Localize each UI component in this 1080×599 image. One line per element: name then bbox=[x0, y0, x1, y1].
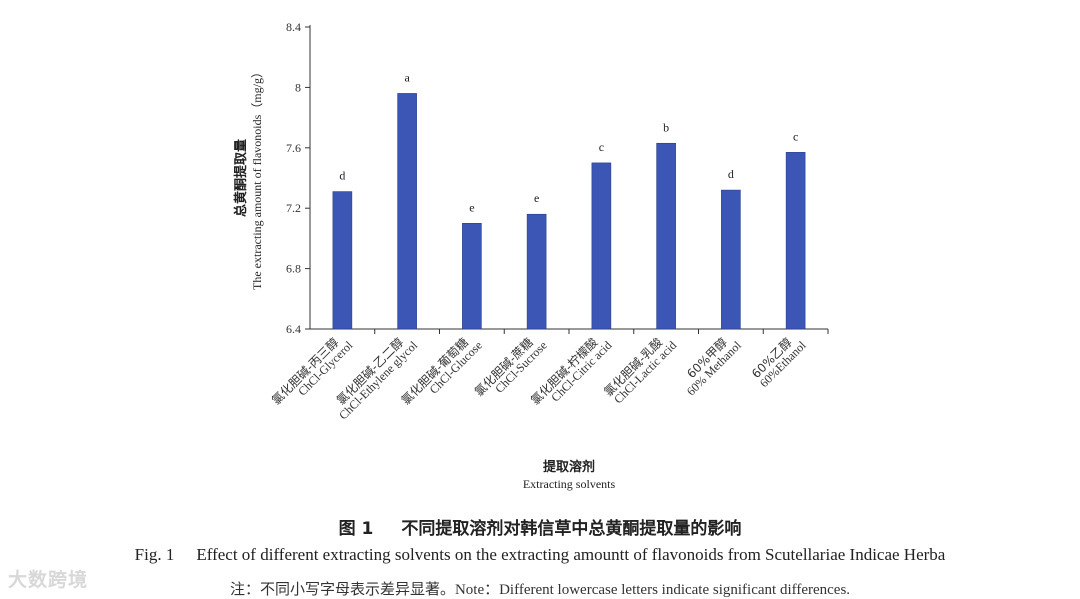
figure-caption-english: Fig. 1 Effect of different extracting sol… bbox=[0, 545, 1080, 565]
bar bbox=[721, 189, 741, 330]
y-axis-title-cn: 总黄酮提取量 bbox=[233, 139, 249, 217]
y-tick-label: 7.6 bbox=[286, 141, 301, 155]
y-tick-label: 6.4 bbox=[286, 322, 301, 336]
y-tick-label: 6.8 bbox=[286, 262, 301, 276]
y-tick-label: 8.4 bbox=[286, 20, 301, 34]
figure-title-cn: 不同提取溶剂对韩信草中总黄酮提取量的影响 bbox=[401, 519, 742, 539]
figure-title-en: Effect of different extracting solvents … bbox=[196, 545, 946, 564]
figure-note: 注：不同小写字母表示差异显著。Note：Different lowercase … bbox=[229, 582, 851, 598]
significance-label: a bbox=[404, 70, 410, 84]
significance-label: e bbox=[469, 200, 474, 214]
significance-label: c bbox=[599, 140, 604, 154]
x-axis-title-cn: 提取溶剂 bbox=[543, 459, 595, 475]
bar bbox=[591, 162, 612, 330]
significance-label: d bbox=[728, 167, 734, 181]
significance-label: b bbox=[663, 120, 669, 134]
figure-number-en: Fig. 1 bbox=[134, 545, 175, 564]
figure-caption-chinese: 图 1 不同提取溶剂对韩信草中总黄酮提取量的影响 bbox=[0, 514, 1080, 539]
bar bbox=[332, 191, 353, 330]
bar bbox=[785, 152, 806, 330]
bar bbox=[462, 223, 482, 330]
y-tick-label: 8 bbox=[295, 80, 301, 94]
bar bbox=[526, 213, 547, 330]
figure-number-cn: 图 1 bbox=[338, 519, 374, 539]
bar bbox=[397, 93, 417, 330]
significance-label: e bbox=[534, 191, 539, 205]
watermark-logo: 大数跨境 bbox=[8, 569, 89, 591]
significance-label: c bbox=[793, 129, 798, 143]
x-axis-title-en: Extracting solvents bbox=[523, 477, 616, 491]
bar-chart: 6.46.87.27.688.4d氯化胆碱-丙三醇ChCl-Glycerola氯… bbox=[233, 20, 829, 491]
y-axis-title-en: The extracting amount of flavonoids（mg/g… bbox=[250, 66, 264, 290]
y-tick-label: 7.2 bbox=[286, 201, 301, 215]
significance-label: d bbox=[339, 169, 345, 183]
bar bbox=[656, 142, 676, 330]
